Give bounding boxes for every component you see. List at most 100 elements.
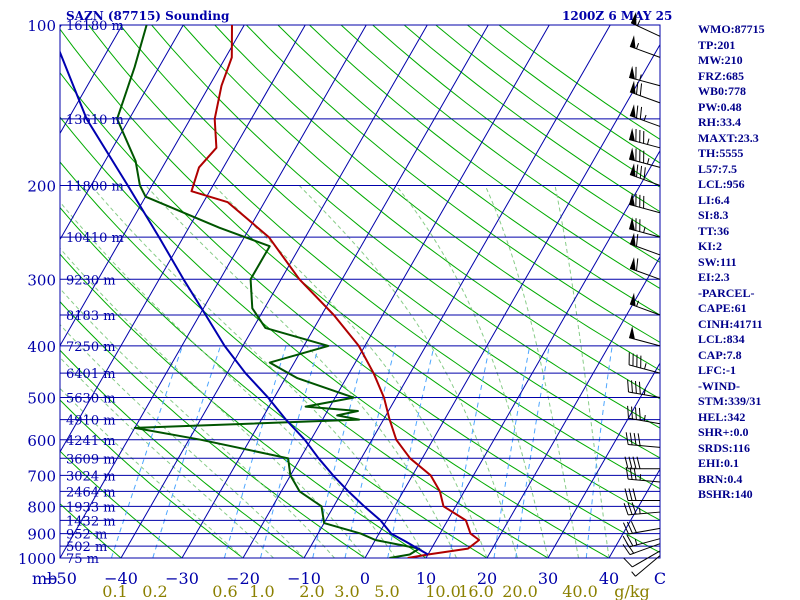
height-label: 3609 m [66, 452, 116, 467]
pressure-tick-label: 100 [27, 17, 56, 35]
height-label: 16180 m [66, 19, 124, 34]
mixing-ratio-tick-label: 0.1 [102, 582, 127, 600]
pressure-tick-label: 400 [27, 338, 56, 356]
mixing-ratio-line [260, 345, 320, 558]
index-value: STM:339/31 [698, 394, 762, 408]
wind-barb [628, 147, 661, 168]
height-label: 2464 m [66, 485, 116, 500]
mixing-ratio-tick-label: 10.0 [425, 582, 461, 600]
index-value: TP:201 [698, 37, 736, 52]
wind-barb [631, 555, 661, 577]
height-label: 10410 m [66, 231, 124, 246]
valid-time: 1200Z 6 MAY 25 [562, 9, 672, 23]
wind-barb [623, 550, 661, 568]
isotherm [364, 43, 660, 558]
pressure-tick-label: 800 [27, 498, 56, 516]
pressure-axis: 100 200 300 400 500 600 700 800 900 1000 [18, 17, 56, 568]
height-label: 3024 m [66, 469, 116, 484]
wind-barb [627, 405, 661, 425]
wind-barb [628, 65, 661, 87]
index-value: KI:2 [698, 239, 722, 253]
mixing-ratio-line [387, 345, 435, 558]
index-value: HEL:342 [698, 409, 746, 424]
height-label: 4910 m [66, 414, 116, 429]
pressure-tick-label: 900 [27, 526, 56, 544]
pressure-tick-label: 200 [27, 177, 56, 195]
wind-barb [624, 488, 660, 501]
pressure-tick-label: 300 [27, 271, 56, 289]
mixing-ratio-line [449, 345, 491, 558]
index-value: PW:0.48 [698, 99, 742, 114]
index-value: -PARCEL- [698, 285, 755, 300]
isotherm [181, 25, 489, 558]
wind-barb [624, 456, 660, 470]
height-label: 5630 m [66, 392, 116, 407]
wind-barb [625, 432, 661, 448]
profile-series [60, 25, 481, 558]
wind-barb [629, 35, 661, 58]
index-value: LI:6.4 [698, 192, 730, 207]
x-axis-unit-label: C [654, 569, 666, 588]
index-value: SRDS:116 [698, 440, 751, 455]
wind-barb [629, 163, 661, 186]
height-label: 952 m [66, 528, 107, 543]
wind-barb [622, 521, 661, 535]
temperature-tick-label: −20 [226, 569, 260, 588]
index-value: RH:33.4 [698, 115, 741, 129]
isotherm [242, 25, 550, 558]
wind-barb [622, 534, 661, 548]
height-label: 11800 m [66, 179, 124, 194]
mixing-ratio-unit-label: g/kg [614, 582, 650, 600]
index-value: MAXT:23.3 [698, 130, 759, 145]
index-value: SI:8.3 [698, 208, 729, 222]
moist-adiabat [145, 185, 457, 558]
isotherm [486, 255, 660, 558]
temperature-tick-label: −30 [165, 569, 199, 588]
isotherm [120, 25, 428, 558]
height-label: 502 m [66, 540, 107, 555]
mixing-ratio-line [493, 345, 531, 558]
index-value: BSHR:140 [698, 487, 753, 501]
index-value: TH:5555 [698, 146, 744, 160]
temperature-tick-label: −50 [43, 569, 77, 588]
dewpoint-profile [116, 25, 421, 558]
index-value: EI:2.3 [698, 270, 730, 284]
wind-barb [629, 80, 661, 104]
height-label: 8183 m [66, 309, 116, 324]
height-label: 4241 m [66, 434, 116, 449]
index-value: SW:111 [698, 254, 737, 269]
temperature-tick-label: 30 [538, 569, 558, 588]
wind-barb [628, 352, 661, 374]
height-label: 1933 m [66, 500, 116, 515]
pressure-tick-label: 1000 [18, 550, 56, 568]
index-value: CAPE:61 [698, 301, 747, 315]
wind-barb [623, 502, 661, 516]
moist-adiabat [90, 185, 427, 558]
wind-barb [629, 292, 661, 316]
index-value: TT:36 [698, 223, 730, 238]
index-value: L57:7.5 [698, 161, 737, 176]
grid-lines [60, 25, 660, 558]
index-value: EHI:0.1 [698, 456, 740, 470]
mixing-ratio-tick-label: 2.0 [299, 582, 324, 600]
pressure-tick-label: 700 [27, 467, 56, 485]
isotherm [303, 25, 611, 558]
temperature-profile [190, 25, 481, 558]
temperature-tick-label: −10 [287, 569, 321, 588]
moist-adiabat [484, 185, 579, 558]
moist-adiabat [298, 185, 518, 558]
height-label: 9230 m [66, 273, 116, 288]
isotherm [547, 362, 660, 558]
index-value: LFC:-1 [698, 363, 736, 377]
wind-barb [628, 217, 661, 238]
mixing-ratio-axis: 0.1 0.2 0.6 1.0 2.0 3.0 5.0 10.016.0 20.0 40.0 g/k… [102, 582, 650, 600]
mixing-ratio-tick-label: 0.6 [212, 582, 237, 600]
pressure-tick-label: 600 [27, 432, 56, 450]
wind-barb [627, 379, 661, 399]
wind-barb [629, 232, 661, 256]
index-value: LCL:834 [698, 332, 745, 346]
index-value: FRZ:685 [698, 68, 744, 83]
wind-barb [625, 466, 661, 483]
wind-barb [628, 192, 661, 214]
